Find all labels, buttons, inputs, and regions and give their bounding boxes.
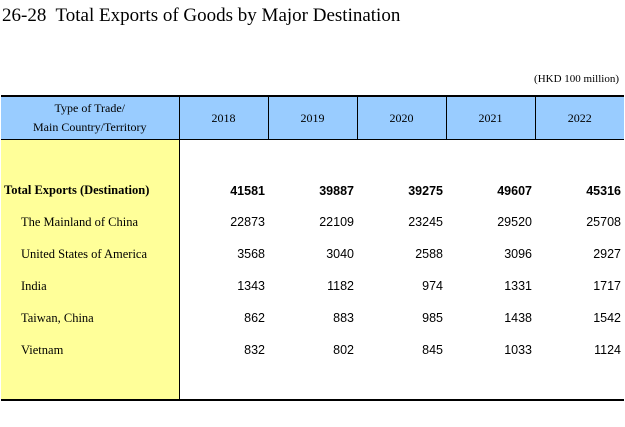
row-value: 1182 [327, 279, 354, 293]
table-row-total: Total Exports (Destination) 41581 39887 … [1, 175, 624, 206]
row-label: The Mainland of China [1, 206, 180, 238]
exports-table: Type of Trade/ Main Country/Territory 20… [1, 95, 624, 401]
header-year-2022: 2022 [534, 95, 624, 140]
table-row: United States of America 3568 3040 2588 … [1, 238, 624, 270]
row-value: 985 [422, 311, 443, 325]
row-value: 802 [333, 343, 354, 357]
row-label: Vietnam [1, 334, 180, 366]
row-value: 974 [422, 279, 443, 293]
row-value: 1343 [237, 279, 265, 293]
row-value: 1717 [593, 279, 621, 293]
row-value: 25708 [586, 215, 621, 229]
row-value: 22109 [319, 215, 354, 229]
row-value: 845 [422, 343, 443, 357]
row-value: 39887 [319, 183, 354, 198]
row-label: United States of America [1, 238, 180, 270]
row-value: 862 [244, 311, 265, 325]
table-row: Taiwan, China 862 883 985 1438 1542 [1, 302, 624, 334]
row-value: 41581 [230, 183, 265, 198]
page-title: 26-28 Total Exports of Goods by Major De… [2, 5, 401, 26]
row-value: 883 [333, 311, 354, 325]
header-label-line1: Type of Trade/ [54, 101, 126, 115]
header-year-2018: 2018 [178, 95, 268, 140]
row-value: 3568 [237, 247, 265, 261]
row-label: India [1, 270, 180, 302]
row-value: 3096 [504, 247, 532, 261]
row-value: 22873 [230, 215, 265, 229]
row-value: 3040 [326, 247, 354, 261]
header-label-line2: Main Country/Territory [33, 120, 147, 134]
spacer-row [1, 139, 624, 175]
row-value: 29520 [497, 215, 532, 229]
row-value: 1438 [504, 311, 532, 325]
header-label-cell: Type of Trade/ Main Country/Territory [1, 95, 179, 140]
row-value: 39275 [408, 183, 443, 198]
row-value: 1542 [593, 311, 621, 325]
row-value: 1124 [594, 343, 621, 357]
row-value: 1331 [504, 279, 532, 293]
row-value: 45316 [586, 183, 621, 198]
header-row: Type of Trade/ Main Country/Territory 20… [1, 95, 624, 140]
header-year-2021: 2021 [445, 95, 535, 140]
table-row: The Mainland of China 22873 22109 23245 … [1, 206, 624, 238]
row-label: Taiwan, China [1, 302, 180, 334]
table-row: India 1343 1182 974 1331 1717 [1, 270, 624, 302]
row-value: 2588 [415, 247, 443, 261]
unit-note: (HKD 100 million) [534, 73, 619, 85]
row-value: 49607 [497, 183, 532, 198]
row-value: 1033 [504, 343, 532, 357]
bottom-spacer-row [1, 366, 624, 401]
row-value: 832 [244, 343, 265, 357]
row-value: 23245 [408, 215, 443, 229]
row-value: 2927 [593, 247, 621, 261]
header-year-2019: 2019 [267, 95, 357, 140]
header-year-2020: 2020 [356, 95, 446, 140]
table-row: Vietnam 832 802 845 1033 1124 [1, 334, 624, 366]
row-label: Total Exports (Destination) [1, 175, 180, 206]
